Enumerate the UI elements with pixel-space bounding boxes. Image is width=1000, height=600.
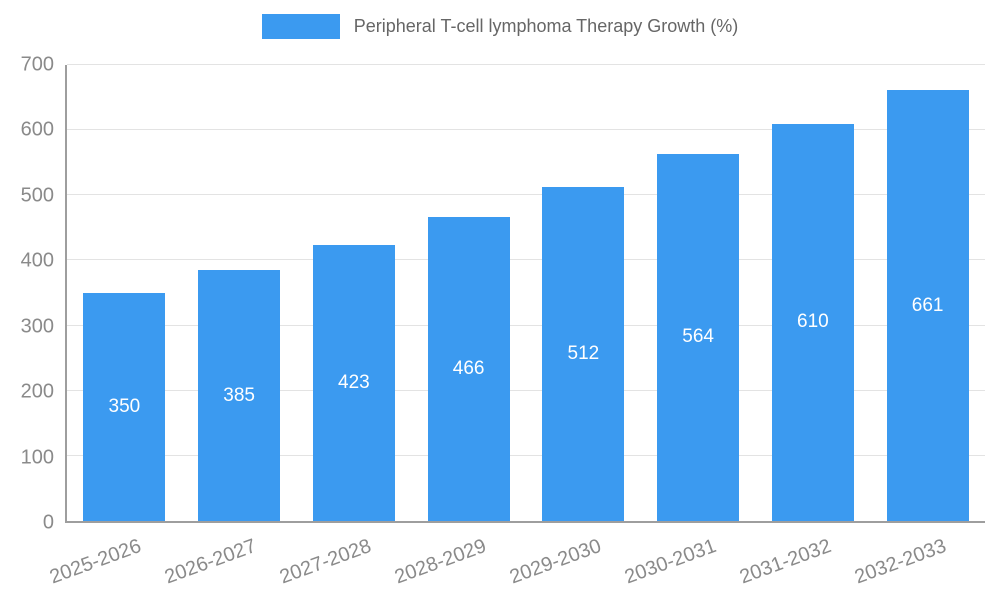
x-slot: 2026-2027 <box>162 525 295 595</box>
x-slot: 2028-2029 <box>392 525 525 595</box>
x-slot: 2030-2031 <box>622 525 755 595</box>
gridline <box>67 194 985 196</box>
bar-value-label: 661 <box>911 294 944 316</box>
x-axis: 2025-2026 2026-2027 2027-2028 2028-2029 2029… <box>47 525 985 595</box>
gridline <box>67 324 985 326</box>
gridline <box>67 389 985 391</box>
y-tick-label: 100 <box>20 446 54 469</box>
gridline <box>67 454 985 456</box>
bar-slot: 423 <box>297 65 412 521</box>
y-tick-label: 300 <box>20 315 54 338</box>
bar-slot: 610 <box>756 65 871 521</box>
x-slot: 2029-2030 <box>507 525 640 595</box>
bar: 466 <box>427 217 510 521</box>
bar-slot: 350 <box>67 65 182 521</box>
x-slot: 2032-2033 <box>852 525 985 595</box>
bar-value-label: 385 <box>223 384 255 406</box>
bar: 661 <box>886 90 969 521</box>
gridline <box>67 259 985 261</box>
bar: 385 <box>198 270 281 521</box>
y-tick-label: 200 <box>20 380 54 403</box>
gridline <box>67 64 985 65</box>
legend-label[interactable]: Peripheral T-cell lymphoma Therapy Growt… <box>353 16 739 36</box>
bar-slot: 512 <box>526 65 641 521</box>
bar-value-label: 423 <box>338 372 370 394</box>
y-tick-label: 500 <box>20 184 54 207</box>
bar-slot: 385 <box>182 65 297 521</box>
bar: 564 <box>657 153 740 521</box>
bar: 512 <box>542 187 625 521</box>
bar-slot: 661 <box>870 65 985 521</box>
x-tick-label: 2025-2026 <box>46 535 145 589</box>
gridline <box>67 129 985 131</box>
bar-value-label: 610 <box>797 311 829 333</box>
y-tick-label: 600 <box>20 118 54 141</box>
legend-swatch[interactable] <box>261 14 340 39</box>
bar-value-label: 564 <box>682 326 714 348</box>
y-tick-label: 700 <box>20 53 54 76</box>
bar: 423 <box>312 245 395 521</box>
bar: 610 <box>771 123 854 521</box>
bar-value-label: 466 <box>452 358 485 380</box>
bar: 350 <box>83 293 166 521</box>
x-slot: 2027-2028 <box>277 525 410 595</box>
bar-slot: 466 <box>411 65 526 521</box>
bars-container: 350 385 423 466 512 564 610 661 <box>67 65 985 521</box>
y-tick-label: 400 <box>20 249 54 272</box>
x-slot: 2025-2026 <box>47 525 180 595</box>
plot-area: 350 385 423 466 512 564 610 661 <box>65 64 985 523</box>
bar-slot: 564 <box>641 65 756 521</box>
x-slot: 2031-2032 <box>737 525 870 595</box>
chart-legend: Peripheral T-cell lymphoma Therapy Growt… <box>0 14 1000 39</box>
bar-value-label: 512 <box>567 343 600 365</box>
bar-value-label: 350 <box>108 396 141 417</box>
y-tick-label: 0 <box>42 511 54 534</box>
